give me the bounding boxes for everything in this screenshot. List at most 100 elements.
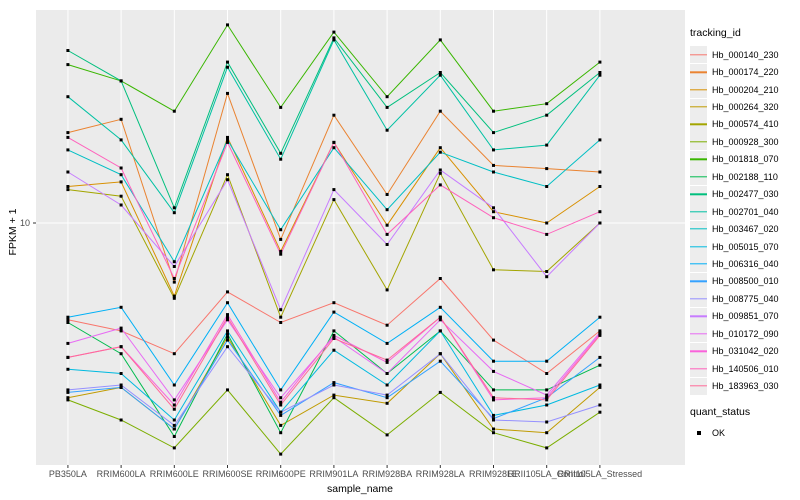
data-point (172, 277, 176, 280)
data-point (545, 185, 549, 188)
x-tick-label: RRIM928LE (468, 469, 518, 479)
data-point (119, 352, 123, 356)
data-point (385, 433, 389, 437)
legend-key (690, 46, 707, 64)
legend-line-swatch (690, 176, 707, 178)
data-point (385, 223, 389, 227)
legend-key (690, 290, 707, 308)
data-point (438, 329, 442, 333)
data-point (598, 210, 602, 214)
legend-line-swatch (690, 193, 707, 195)
data-point (66, 315, 70, 319)
data-point (438, 150, 442, 154)
data-point (438, 38, 442, 42)
data-point (226, 335, 229, 339)
legend-entry: Hb_000264_320 (690, 98, 800, 116)
data-point (545, 398, 549, 402)
data-point (119, 166, 123, 170)
data-point (545, 113, 549, 117)
data-point (66, 390, 70, 394)
data-point (226, 138, 229, 142)
data-point (66, 398, 70, 402)
data-point (332, 333, 336, 337)
data-point (492, 216, 495, 220)
legend-entry: Hb_000574_410 (690, 115, 800, 133)
data-point (598, 333, 602, 337)
data-point (226, 60, 229, 64)
data-point (385, 128, 389, 132)
data-point (172, 206, 176, 210)
data-point (119, 383, 123, 387)
legend-key (690, 115, 707, 133)
data-point (492, 398, 495, 402)
data-point (66, 188, 70, 192)
data-point (119, 173, 123, 177)
data-point (66, 355, 70, 359)
data-point (385, 243, 389, 246)
legend-label: Hb_183963_030 (712, 381, 779, 392)
data-point (438, 318, 442, 322)
data-point (66, 185, 70, 188)
legend-line-swatch (690, 88, 707, 91)
legend-key (690, 168, 707, 186)
data-point (492, 148, 495, 152)
legend-line-swatch (690, 280, 707, 283)
legend-entry: Hb_002188_110 (690, 168, 800, 186)
data-point (226, 290, 229, 294)
data-point (492, 206, 495, 210)
x-tick-label: RRIM928BA (362, 469, 413, 479)
data-point (332, 396, 336, 400)
data-point (279, 157, 283, 161)
data-point (332, 36, 336, 40)
data-point (545, 403, 549, 407)
data-point (226, 329, 229, 333)
data-point (438, 390, 442, 394)
legend-key (690, 63, 707, 81)
data-point (172, 423, 176, 427)
data-point (492, 170, 495, 174)
x-tick-label: RRII105LA_Control (507, 469, 586, 479)
x-tick-label: RRIM600LA (96, 469, 146, 479)
data-point (545, 221, 549, 225)
legend-key (690, 272, 707, 290)
legend-key (690, 342, 707, 360)
data-point (226, 173, 229, 177)
data-point (66, 396, 70, 400)
data-point (545, 167, 549, 171)
x-tick-label: RRIM600SE (202, 469, 253, 479)
data-point (279, 423, 283, 427)
data-point (119, 79, 123, 83)
legend-entry: Hb_006316_040 (690, 255, 800, 273)
data-point (492, 268, 495, 272)
data-point (332, 348, 336, 352)
ok-marker-key (690, 425, 707, 442)
data-point (598, 383, 602, 387)
legend-key (690, 238, 707, 256)
data-point (279, 431, 283, 435)
data-point (545, 393, 549, 397)
legend-label: Hb_009851_070 (712, 311, 779, 322)
data-point (226, 135, 229, 139)
data-point (279, 410, 283, 414)
data-point (226, 140, 229, 144)
legend-label: OK (712, 428, 726, 439)
data-point (279, 315, 283, 319)
x-tick-label: RRIM600PE (255, 469, 306, 479)
data-point (385, 105, 389, 109)
data-point (66, 170, 70, 174)
data-point (279, 252, 283, 256)
data-point (545, 232, 549, 236)
data-point (172, 260, 176, 264)
quant-status-legend: quant_status OK (690, 406, 800, 442)
data-point (598, 355, 602, 359)
legend-label: Hb_000174_220 (712, 67, 779, 78)
x-tick-label: RRIM901LA (309, 469, 359, 479)
data-point (279, 237, 283, 241)
legend-line-swatch (690, 315, 707, 317)
legend-label: Hb_005015_070 (712, 241, 779, 252)
data-point (66, 341, 70, 345)
legend-entry: Hb_140506_010 (690, 360, 800, 378)
data-point (172, 265, 176, 268)
